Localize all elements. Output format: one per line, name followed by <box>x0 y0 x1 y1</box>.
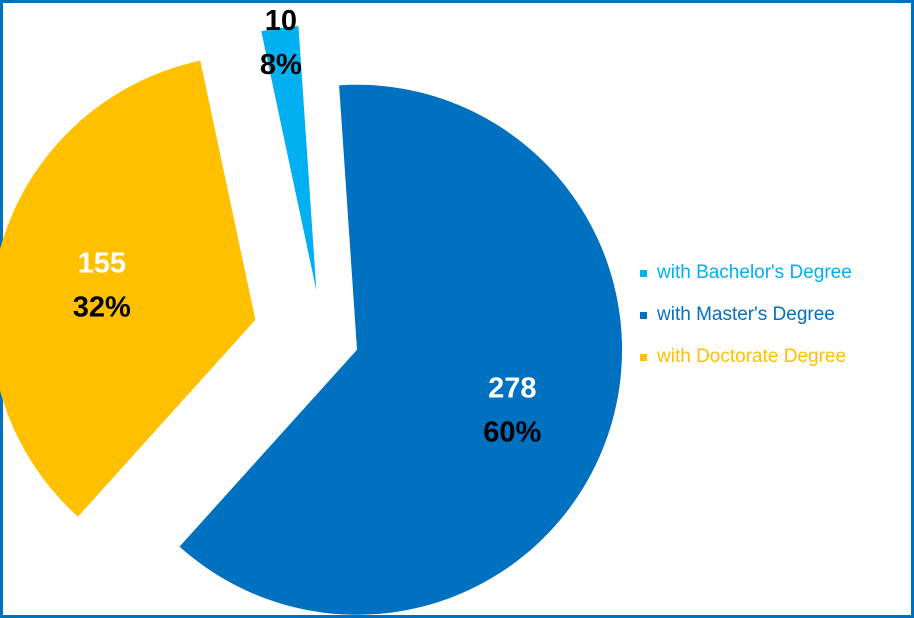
slice-percent-label-2: 32% <box>73 292 131 324</box>
legend-item-2: with Doctorate Degree <box>640 336 910 378</box>
legend-label-2: with Doctorate Degree <box>657 346 847 367</box>
slice-value-label-1: 278 <box>488 372 536 404</box>
legend: with Bachelor's Degree with Master's Degr… <box>640 252 910 378</box>
legend-item-1: with Master's Degree <box>640 294 910 336</box>
pie-slice-1 <box>179 84 623 615</box>
legend-swatch-0 <box>640 269 647 277</box>
legend-item-0: with Bachelor's Degree <box>640 252 910 294</box>
slice-value-label-2: 155 <box>78 248 126 280</box>
pie-slice-2 <box>0 60 256 517</box>
legend-label-0: with Bachelor's Degree <box>657 262 852 283</box>
slice-value-label-0: 10 <box>265 5 297 37</box>
legend-label-1: with Master's Degree <box>657 304 835 325</box>
slice-percent-label-1: 60% <box>483 416 541 448</box>
legend-swatch-1 <box>640 311 647 319</box>
legend-swatch-2 <box>640 353 647 361</box>
pie-slice-0 <box>261 26 317 291</box>
slice-percent-label-0: 8% <box>260 49 302 81</box>
